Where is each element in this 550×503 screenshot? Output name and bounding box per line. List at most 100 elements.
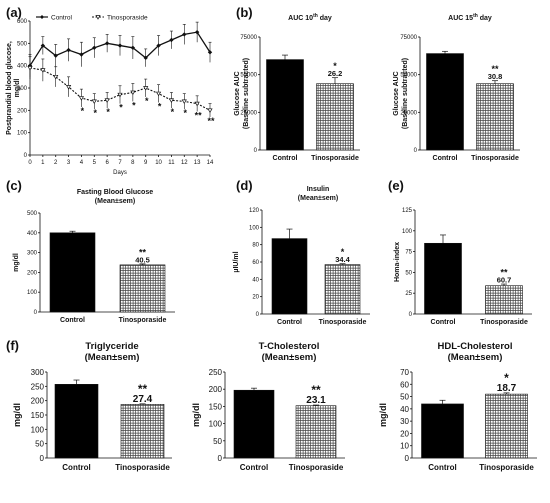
b1-bar-control <box>266 59 304 151</box>
f3-y-tick-label: 50 <box>400 393 409 402</box>
f2-data-label: 23.1 <box>306 395 326 406</box>
b2-chart-title: AUC 15th day <box>448 13 492 22</box>
control-point <box>207 50 213 55</box>
f1-bar-control <box>54 384 99 459</box>
panel-label-a: (a) <box>6 5 22 20</box>
tinosporaside-series-line <box>29 67 211 111</box>
f3-y-tick-label: 60 <box>400 380 409 389</box>
f3-bar-tinosporaside <box>485 393 528 459</box>
d-y-tick-label: 0 <box>256 312 260 318</box>
panel-label-b: (b) <box>236 5 253 20</box>
c-chart-title: Fasting Blood Glucose (Mean±sem) <box>77 189 153 205</box>
e-y-tick-label: 25 <box>405 291 412 297</box>
a-x-axis-title: Days <box>113 170 127 176</box>
a-significance-mark: * <box>81 106 85 116</box>
c-significance-mark: ** <box>139 247 147 257</box>
f3-chart-title-line: (Mean±sem) <box>448 352 503 363</box>
f3-category-label-tinosporaside: Tinosporaside <box>479 463 534 472</box>
control-point <box>66 47 71 53</box>
f2-chart-title-line: T-Cholesterol <box>259 341 320 352</box>
f1-chart-title-line: (Mean±sem) <box>85 352 140 363</box>
b1-category-label-control: Control <box>273 155 298 162</box>
a-significance-mark: ** <box>195 110 203 120</box>
e-y-axis-title-line: Homa-index <box>394 242 401 282</box>
d-y-tick-label: 20 <box>252 295 259 301</box>
d-y-tick-label: 120 <box>249 208 260 214</box>
d-y-axis-title: µIU/ml <box>233 251 240 272</box>
f1-y-tick-label: 50 <box>35 440 44 449</box>
f1-bar-tinosporaside <box>120 404 165 459</box>
b2-category-label-control: Control <box>433 155 458 162</box>
tinosporaside-point <box>117 92 123 98</box>
f1-y-tick-label: 100 <box>31 425 45 434</box>
e-category-label-tinosporaside: Tinosporaside <box>480 319 528 326</box>
c-category-label-control: Control <box>60 317 85 324</box>
f3-y-tick-label: 30 <box>400 417 409 426</box>
a-y-tick-label: 0 <box>24 153 28 159</box>
c-y-tick-label: 500 <box>27 211 38 217</box>
legend-control-marker <box>40 15 44 19</box>
b2-chart-title-part: AUC 15 <box>448 15 473 22</box>
e-category-label-control: Control <box>431 319 456 326</box>
f3-category-label-control: Control <box>428 463 456 472</box>
tinosporaside-point <box>207 108 213 114</box>
f1-y-tick-label: 250 <box>31 382 45 391</box>
d-y-axis-title-line: µIU/ml <box>233 251 240 272</box>
e-y-axis-title: Homa-index <box>394 242 401 282</box>
a-x-tick-label: 3 <box>67 160 71 166</box>
panel-label-d: (d) <box>236 178 253 193</box>
f2-category-label-tinosporaside: Tinosporaside <box>289 463 344 472</box>
tinosporaside-point <box>181 99 187 105</box>
control-point <box>79 52 84 57</box>
d-chart-title: Insulin (Mean±sem) <box>298 186 338 202</box>
f1-y-axis-title-line: mg/dl <box>12 403 22 427</box>
e-data-label: 60.7 <box>497 276 512 285</box>
panel-b2-bar-chart: 0 25000 50000 75000 Glucose AUC (Baseline sub… <box>393 13 520 162</box>
b2-y-tick-label: 0 <box>414 148 418 154</box>
tinosporaside-point <box>143 86 149 91</box>
panel-c-bar-chart: 0 100 200 300 400 500 mg/dl Fasting Blood Gluco… <box>13 189 175 324</box>
b1-y-tick-label: 25000 <box>240 110 257 116</box>
a-x-tick-label: 9 <box>144 160 148 166</box>
f3-y-tick-label: 70 <box>400 368 409 377</box>
legend-control-label: Control <box>51 15 73 22</box>
a-significance-mark: * <box>171 107 175 117</box>
a-y-tick-label: 100 <box>17 131 28 137</box>
control-point <box>92 45 97 50</box>
tinosporaside-point <box>65 85 72 90</box>
tinosporaside-point <box>130 90 136 96</box>
b2-y-tick-label: 25000 <box>400 110 417 116</box>
b2-y-tick-label: 75000 <box>400 35 417 41</box>
d-chart-title-line: Insulin <box>307 186 330 193</box>
c-y-axis-title: mg/dl <box>13 253 20 272</box>
f2-y-tick-label: 250 <box>209 368 223 377</box>
d-y-tick-label: 60 <box>252 260 259 266</box>
control-point <box>104 41 110 46</box>
control-point <box>130 45 136 50</box>
a-y-tick-label: 200 <box>17 108 28 114</box>
e-y-tick-label: 75 <box>405 250 412 256</box>
tinosporaside-point <box>27 66 33 71</box>
c-chart-title-line: Fasting Blood Glucose <box>77 189 153 196</box>
b1-chart-title-part: day <box>318 15 332 22</box>
b1-y-tick-label: 50000 <box>240 73 257 79</box>
d-y-tick-label: 40 <box>252 277 259 283</box>
a-y-axis-title-line-2: mg/dl <box>14 79 21 98</box>
panel-labels: (a) (b) (c) (d) (e) (f) <box>6 5 404 353</box>
tinosporaside-point <box>40 68 46 73</box>
tinosporaside-point <box>91 99 97 105</box>
a-y-tick-label: 600 <box>17 19 28 25</box>
d-bar-tinosporaside <box>324 264 361 315</box>
b2-bar-tinosporaside <box>476 83 514 151</box>
f2-chart-title-line: (Mean±sem) <box>262 352 317 363</box>
control-point <box>156 43 161 48</box>
c-y-tick-label: 100 <box>27 290 38 296</box>
f2-y-tick-label: 100 <box>209 420 223 429</box>
b1-y-axis-title-line: (Baseline subtracted) <box>243 58 250 129</box>
tinosporaside-point <box>194 101 200 107</box>
f3-bar-control <box>421 403 464 459</box>
tinosporaside-point <box>78 96 85 101</box>
a-x-tick-label: 6 <box>105 160 109 166</box>
